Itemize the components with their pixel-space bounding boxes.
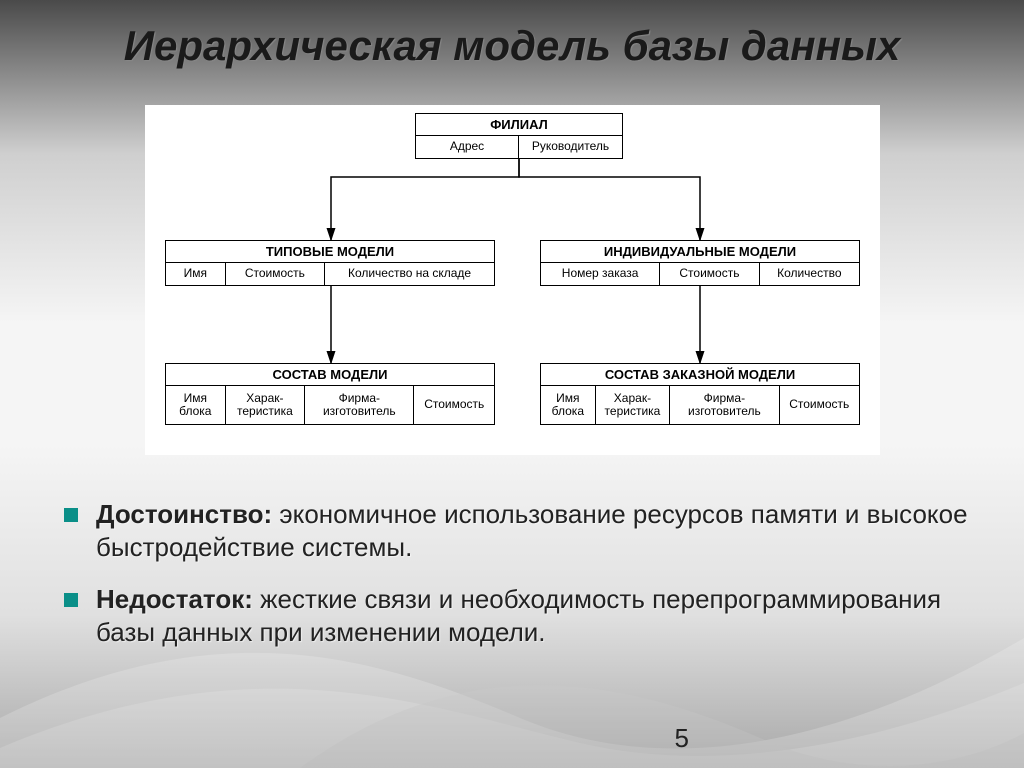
node-attributes-row: ИмяСтоимостьКоличество на складе (166, 262, 494, 285)
node-title: СОСТАВ МОДЕЛИ (166, 364, 494, 385)
hierarchy-diagram: ФИЛИАЛАдресРуководительТИПОВЫЕ МОДЕЛИИмя… (145, 105, 880, 455)
node-attribute-cell: Имя блока (541, 386, 596, 424)
node-attribute-cell: Фирма-изготовитель (670, 386, 779, 424)
node-attribute-cell: Имя (166, 263, 226, 285)
node-r2: СОСТАВ ЗАКАЗНОЙ МОДЕЛИИмя блокаХарак-тер… (540, 363, 860, 425)
node-attribute-cell: Харак-теристика (226, 386, 306, 424)
node-attributes-row: Номер заказаСтоимостьКоличество (541, 262, 859, 285)
node-attribute-cell: Имя блока (166, 386, 226, 424)
bullet-lead: Недостаток: (96, 584, 253, 614)
node-title: ФИЛИАЛ (416, 114, 622, 135)
node-l1: ТИПОВЫЕ МОДЕЛИИмяСтоимостьКоличество на … (165, 240, 495, 286)
node-attribute-cell: Номер заказа (541, 263, 660, 285)
node-attribute-cell: Количество (760, 263, 859, 285)
page-number: 5 (675, 723, 689, 754)
node-attribute-cell: Харак-теристика (596, 386, 671, 424)
node-attribute-cell: Руководитель (519, 136, 622, 158)
slide-title: Иерархическая модель базы данных (0, 22, 1024, 70)
node-root: ФИЛИАЛАдресРуководитель (415, 113, 623, 159)
bullet-marker (64, 508, 78, 522)
bullet-lead: Достоинство: (96, 499, 272, 529)
node-attribute-cell: Стоимость (414, 386, 494, 424)
bullet-advantage: Достоинство: экономичное использование р… (60, 498, 970, 565)
node-attribute-cell: Адрес (416, 136, 519, 158)
node-attributes-row: АдресРуководитель (416, 135, 622, 158)
bullet-disadvantage: Недостаток: жесткие связи и необходимост… (60, 583, 970, 650)
bullet-list: Достоинство: экономичное использование р… (60, 498, 970, 667)
node-attribute-cell: Стоимость (226, 263, 325, 285)
node-attribute-cell: Фирма-изготовитель (305, 386, 414, 424)
node-attribute-cell: Стоимость (780, 386, 860, 424)
node-l2: СОСТАВ МОДЕЛИИмя блокаХарак-теристикаФир… (165, 363, 495, 425)
node-attribute-cell: Стоимость (660, 263, 759, 285)
node-attributes-row: Имя блокаХарак-теристикаФирма-изготовите… (541, 385, 859, 424)
node-attributes-row: Имя блокаХарак-теристикаФирма-изготовите… (166, 385, 494, 424)
node-attribute-cell: Количество на складе (325, 263, 494, 285)
node-r1: ИНДИВИДУАЛЬНЫЕ МОДЕЛИНомер заказаСтоимос… (540, 240, 860, 286)
bullet-marker (64, 593, 78, 607)
node-title: ИНДИВИДУАЛЬНЫЕ МОДЕЛИ (541, 241, 859, 262)
node-title: ТИПОВЫЕ МОДЕЛИ (166, 241, 494, 262)
node-title: СОСТАВ ЗАКАЗНОЙ МОДЕЛИ (541, 364, 859, 385)
